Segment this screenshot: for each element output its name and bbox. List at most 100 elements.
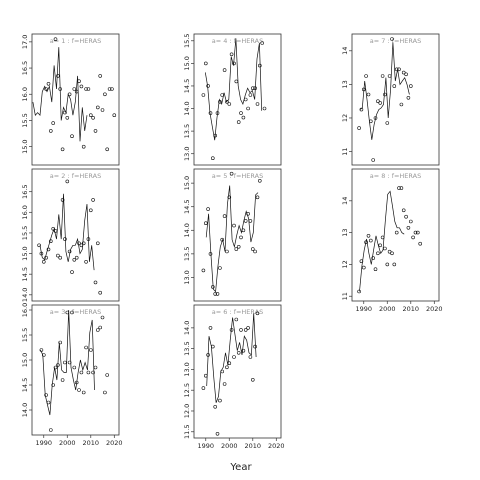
observed-point [399, 102, 404, 107]
observed-point [236, 120, 241, 124]
observed-point [65, 116, 70, 120]
observed-point [81, 144, 86, 149]
y-tick-label: 14.5 [183, 199, 191, 213]
y-tick-label: 11.5 [183, 425, 191, 439]
observed-point [251, 86, 255, 90]
observed-point [376, 251, 380, 256]
y-tick-label: 14 [341, 197, 349, 205]
observed-point [404, 72, 408, 77]
panel-title: a= 3 : f=HERAS [50, 308, 102, 316]
panel-frame [193, 33, 282, 166]
observed-point [74, 255, 79, 260]
observed-point [368, 119, 373, 124]
observed-point [53, 365, 58, 370]
y-tick-label: 15.5 [21, 328, 29, 342]
observed-point [79, 370, 84, 375]
observed-point [241, 348, 246, 353]
observed-point [222, 214, 227, 218]
observed-point [63, 110, 67, 115]
panel-frame [351, 168, 440, 302]
observed-point [390, 37, 394, 41]
observed-point [213, 292, 217, 296]
observed-point [241, 115, 246, 120]
observed-point [397, 67, 401, 72]
observed-point [234, 247, 239, 251]
observed-point [234, 79, 239, 84]
observed-point [229, 52, 234, 57]
observed-point [257, 179, 262, 183]
observed-point [204, 373, 208, 378]
observed-point [91, 116, 95, 120]
observed-point [371, 256, 376, 260]
observed-point [93, 129, 98, 133]
observed-point [63, 360, 67, 365]
observed-point [385, 121, 390, 125]
fitted-line [39, 193, 95, 271]
observed-point [222, 68, 227, 72]
y-tick-label: 15.0 [183, 56, 191, 70]
observed-point [234, 317, 239, 322]
observed-point [385, 262, 390, 267]
y-tick-label: 12.5 [183, 383, 191, 397]
observed-point [364, 240, 368, 244]
observed-point [77, 241, 81, 246]
observed-point [89, 208, 93, 213]
observed-point [84, 345, 88, 350]
panel-title: a= 6 : f=HERAS [212, 308, 264, 316]
observed-point [408, 84, 413, 88]
y-tick-label: 15.0 [183, 176, 191, 190]
y-tick-label: 16.0 [21, 205, 29, 219]
observed-point [366, 92, 371, 97]
panel-title: a= 4 : f=HERAS [212, 37, 264, 45]
observed-point [361, 87, 366, 92]
observed-point [251, 377, 255, 382]
observed-point [239, 328, 243, 332]
observed-point [406, 96, 411, 100]
observed-point [72, 365, 77, 370]
x-tick-label: 1990 [355, 305, 372, 313]
observed-point [211, 344, 215, 349]
observed-point [404, 214, 408, 219]
y-tick-label: 13.0 [183, 146, 191, 160]
observed-point [67, 92, 72, 97]
observed-point [246, 106, 250, 111]
observed-point [39, 348, 44, 352]
observed-point [48, 428, 53, 432]
y-tick-label: 12 [341, 260, 349, 268]
observed-point [218, 266, 222, 270]
y-tick-label: 13.0 [183, 362, 191, 376]
observed-point [48, 129, 53, 133]
panel-4: a= 4 : f=HERAS 13.0 13.5 14.0 14.5 15.0 15.5 [183, 33, 282, 166]
observed-point [110, 87, 114, 91]
fitted-line [40, 309, 95, 416]
y-tick-label: 15.0 [21, 353, 29, 367]
y-tick-label: 14.5 [21, 378, 29, 392]
observed-point [93, 365, 98, 370]
observed-point [394, 67, 399, 72]
x-tick-label: 2000 [59, 439, 76, 447]
observed-point [380, 74, 385, 78]
observed-point [225, 100, 229, 104]
observed-point [46, 82, 51, 86]
observed-point [201, 268, 206, 273]
observed-point [255, 195, 260, 200]
observed-point [253, 249, 257, 254]
observed-point [236, 245, 241, 249]
fitted-line [204, 38, 263, 141]
y-tick-label: 14.0 [183, 101, 191, 115]
x-tick-label: 2020 [106, 439, 123, 447]
observed-point [103, 390, 107, 395]
observed-point [361, 265, 366, 270]
panel-6: a= 6 : f=HERAS 11.5 12.0 12.5 13.0 13.5 14.0 19… [183, 304, 285, 450]
observed-point [65, 179, 70, 184]
observed-point [227, 361, 232, 366]
y-tick-label: 14.0 [21, 403, 29, 417]
y-tick-label: 15.5 [183, 34, 191, 48]
y-tick-label: 15.0 [21, 139, 29, 153]
observed-point [368, 238, 373, 243]
y-tick-label: 14.5 [183, 79, 191, 93]
observed-point [392, 84, 397, 88]
observed-point [218, 100, 222, 104]
observed-point [208, 326, 213, 330]
panel-title: a= 2 : f=HERAS [50, 172, 102, 180]
